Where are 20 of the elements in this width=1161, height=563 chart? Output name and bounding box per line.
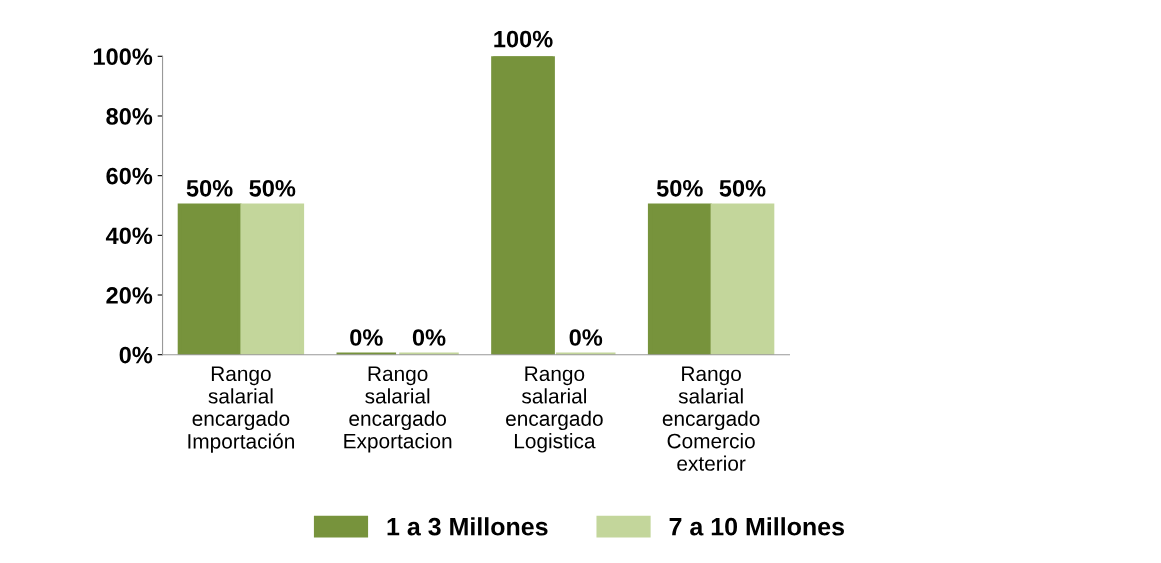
- y-tick-label: 60%: [106, 167, 153, 185]
- y-tick-label: 40%: [105, 227, 153, 245]
- y-tick-label: 20%: [106, 287, 153, 304]
- x-tick-label: Rango salarial encargado Comercio exterior: [662, 366, 760, 471]
- y-tick-label: 0%: [119, 346, 153, 364]
- x-tick-label: Rango salarial encargado Importación: [188, 366, 294, 453]
- legend-label: 1 a 3 Millones: [387, 517, 548, 536]
- data-label: 50%: [249, 179, 296, 197]
- y-tick-label: 100%: [93, 48, 153, 66]
- x-tick-label: Rango salarial encargado Logistica: [506, 366, 603, 453]
- data-label: 0%: [569, 329, 603, 346]
- data-label: 0%: [350, 329, 383, 346]
- data-label: 100%: [494, 30, 553, 48]
- y-tick-label: 80%: [106, 108, 153, 125]
- x-tick-label: Rango salarial encargado Exportacion: [344, 366, 452, 453]
- legend-label: 7 a 10 Millones: [669, 517, 844, 536]
- data-label: 50%: [656, 179, 703, 197]
- data-label: 50%: [186, 179, 233, 197]
- data-label: 0%: [412, 329, 446, 346]
- data-label: 50%: [719, 179, 766, 197]
